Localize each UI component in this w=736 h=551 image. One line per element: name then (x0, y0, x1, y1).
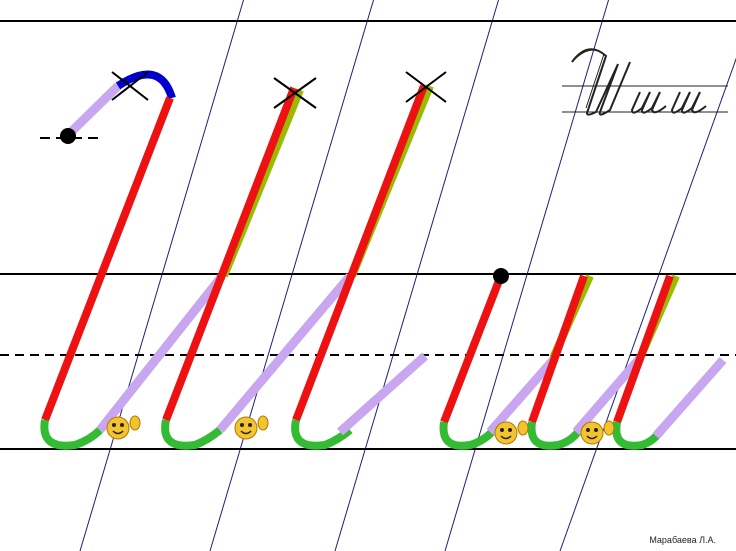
start-dot-icon (493, 268, 509, 284)
bottom-loop (612, 421, 664, 450)
bottom-loop (40, 419, 103, 450)
cross-mark-icon (111, 71, 149, 101)
cursive-sample-icon (562, 48, 728, 116)
top-cap (115, 70, 176, 100)
smiley-face-icon (494, 420, 529, 445)
capital-letter-3 (291, 84, 434, 450)
connector-stroke (652, 357, 727, 439)
connector-stroke (96, 273, 226, 433)
downstroke (528, 274, 588, 424)
downstroke (292, 84, 428, 422)
downstroke (162, 86, 298, 422)
bottom-loop (291, 419, 353, 450)
smiley-face-icon (580, 420, 615, 445)
downstroke (613, 274, 674, 424)
bottom-loop (527, 421, 582, 450)
bottom-loop (161, 419, 223, 450)
connector-stroke (337, 352, 428, 436)
connector-stroke (486, 355, 559, 435)
downstroke (440, 276, 504, 424)
ruling (0, 20, 736, 450)
capital-letter-2 (161, 86, 354, 450)
lowercase-letter (439, 274, 727, 450)
cross-mark-icon (405, 71, 447, 103)
downstroke (41, 96, 174, 422)
bottom-loop (439, 421, 495, 450)
connector-stroke (572, 355, 644, 435)
upstroke (64, 82, 122, 139)
smiley-face-icon (234, 415, 269, 440)
slant-line (334, 0, 500, 551)
connector-stroke (216, 273, 354, 433)
slant-line (559, 57, 736, 551)
slant-guides (79, 0, 736, 551)
smiley-face-icon (106, 415, 141, 440)
author-credit: Марабаева Л.А. (649, 535, 716, 545)
cross-mark-icon (273, 77, 317, 109)
slant-line (444, 0, 610, 551)
start-dot-icon (60, 128, 76, 144)
